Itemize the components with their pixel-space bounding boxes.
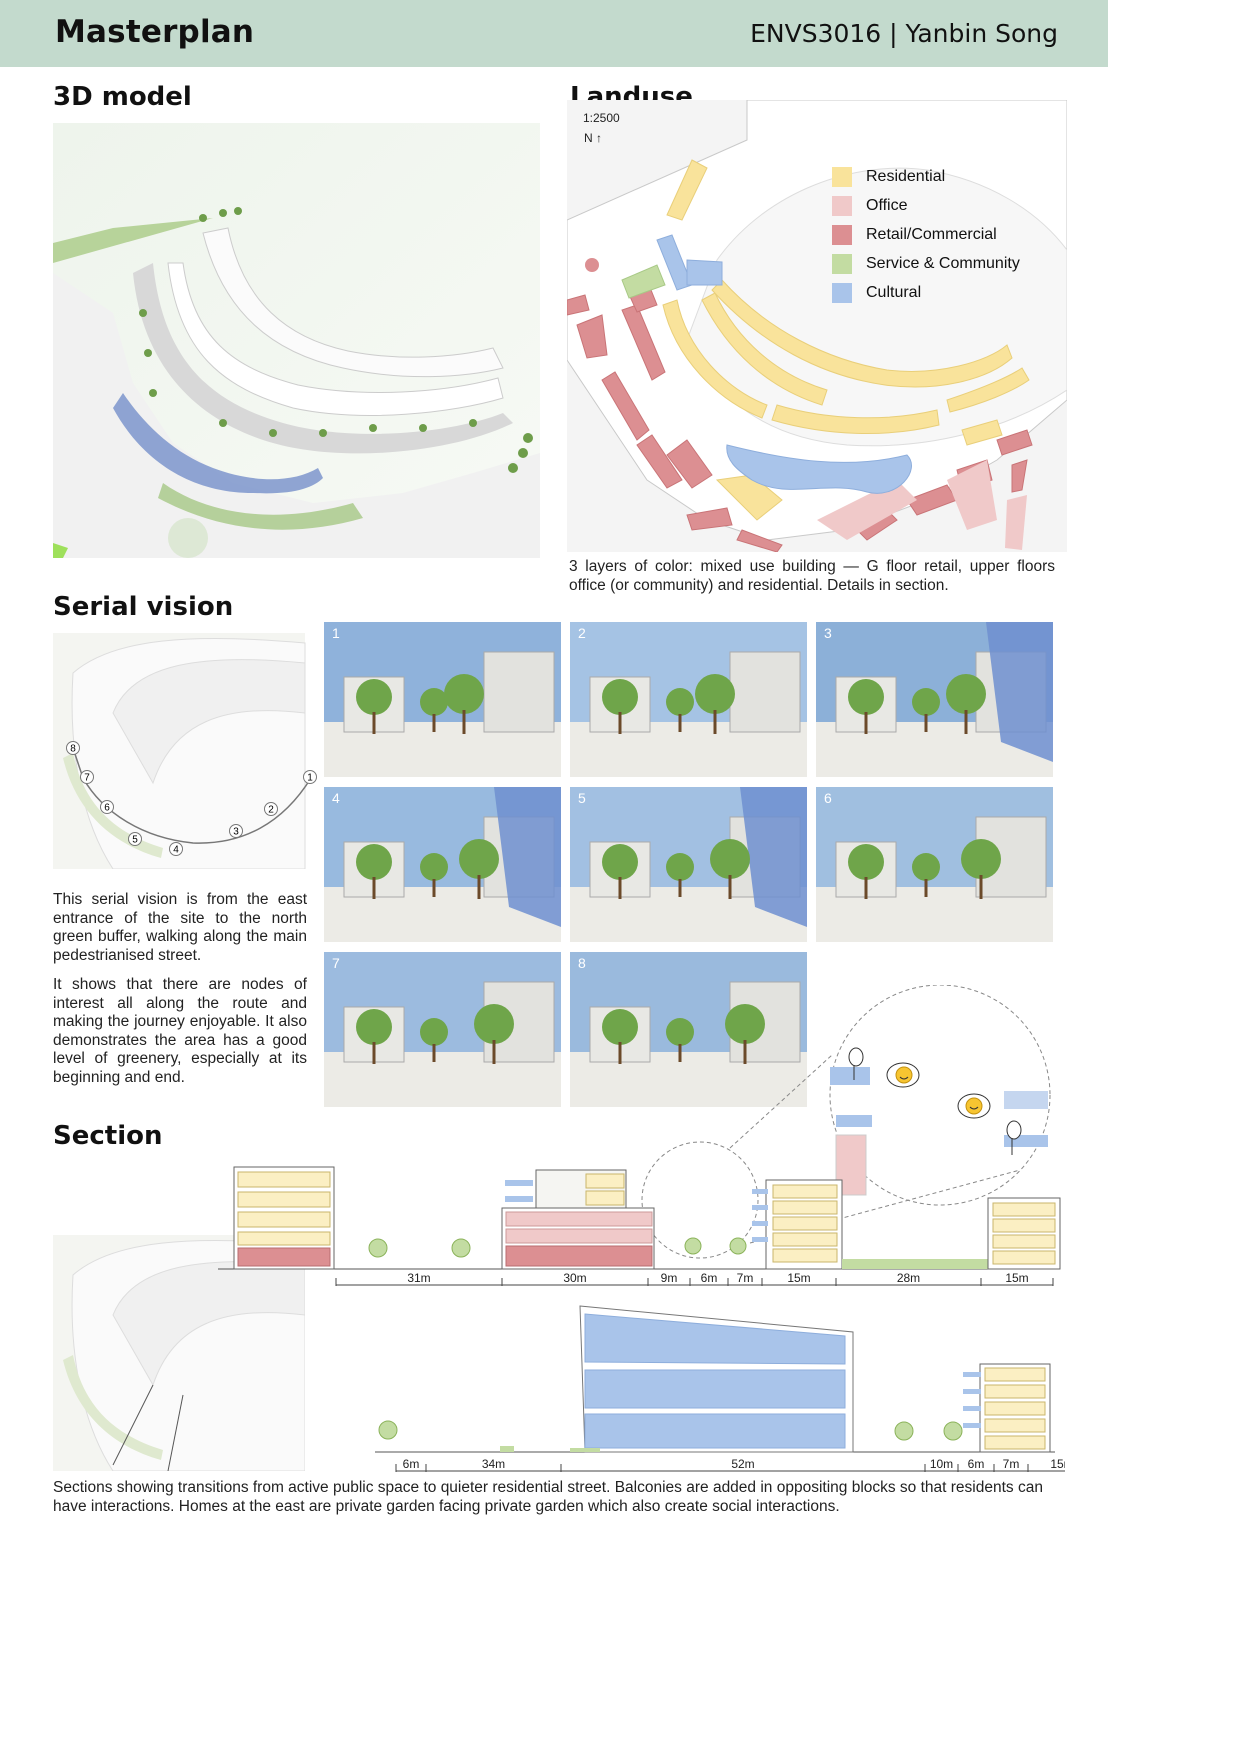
- legend-item: Service & Community: [832, 249, 1062, 278]
- serial-vision-photo: 4: [324, 787, 561, 942]
- serial-vision-description-2: It shows that there are nodes of interes…: [53, 976, 307, 1086]
- serial-vision-photo: 2: [570, 622, 807, 777]
- dimension-label: 7m: [737, 1271, 754, 1285]
- dimension-label: 34m: [482, 1457, 505, 1471]
- dimension-line-top: 31m 30m 9m 6m 7m 15m 28m 15m: [335, 1271, 1054, 1286]
- landuse-caption: 3 layers of color: mixed use building — …: [569, 558, 1055, 594]
- photo-number: 3: [824, 625, 832, 641]
- dimension-label: 31m: [407, 1271, 430, 1285]
- dimension-label: 15m: [1050, 1457, 1065, 1471]
- legend-item: Office: [832, 191, 1062, 220]
- legend-item: Cultural: [832, 278, 1062, 307]
- legend-swatch: [832, 224, 852, 245]
- dimension-line-bottom: 6m 34m 52m 10m 6m 7m 15m: [395, 1457, 1065, 1472]
- photo-number: 7: [332, 955, 340, 971]
- dimension-label: 9m: [661, 1271, 678, 1285]
- dimension-label: 6m: [701, 1271, 718, 1285]
- course-author: ENVS3016 | Yanbin Song: [750, 19, 1058, 48]
- serial-vision-route-map: [53, 633, 319, 870]
- landuse-legend: Residential Office Retail/Commercial Ser…: [832, 162, 1062, 307]
- serial-vision-description-1: This serial vision is from the east entr…: [53, 891, 307, 964]
- legend-label: Office: [866, 196, 908, 214]
- dimension-label: 28m: [897, 1271, 920, 1285]
- dimension-label: 30m: [563, 1271, 586, 1285]
- photo-number: 8: [578, 955, 586, 971]
- photo-number: 6: [824, 790, 832, 806]
- legend-swatch: [832, 253, 852, 274]
- 3d-model-image: [53, 123, 540, 558]
- photo-number: 1: [332, 625, 340, 641]
- dimension-label: 7m: [1003, 1457, 1020, 1471]
- model-heading: 3D model: [53, 82, 192, 112]
- legend-swatch: [832, 195, 852, 216]
- section-location-map: [53, 1235, 306, 1472]
- serial-vision-photo: 7: [324, 952, 561, 1107]
- legend-item: Residential: [832, 162, 1062, 191]
- section-drawing-top: [218, 1160, 1068, 1290]
- legend-swatch: [832, 166, 852, 187]
- map-scale: 1:2500: [583, 111, 620, 125]
- person-icon: [848, 1047, 864, 1080]
- smile-emoji-icon: [886, 1062, 920, 1088]
- dimension-label: 52m: [731, 1457, 754, 1471]
- serial-vision-photo-grid: 1 2 3 4 5 6 7 8: [324, 622, 1056, 1108]
- serial-vision-photo: 8: [570, 952, 807, 1107]
- serial-vision-photo: 1: [324, 622, 561, 777]
- photo-number: 5: [578, 790, 586, 806]
- section-heading: Section: [53, 1121, 163, 1151]
- serial-vision-photo: 5: [570, 787, 807, 942]
- legend-label: Retail/Commercial: [866, 225, 997, 243]
- balcony-interaction-zoom: [640, 984, 1060, 1285]
- legend-label: Cultural: [866, 283, 922, 301]
- serial-vision-photo: 6: [816, 787, 1053, 942]
- dimension-label: 6m: [403, 1457, 420, 1471]
- dimension-label: 15m: [1005, 1271, 1028, 1285]
- legend-item: Retail/Commercial: [832, 220, 1062, 249]
- dimension-label: 10m: [930, 1457, 953, 1471]
- landuse-map: [566, 99, 1068, 553]
- dimension-label: 15m: [787, 1271, 810, 1285]
- smile-emoji-icon: [957, 1093, 991, 1119]
- serial-vision-heading: Serial vision: [53, 592, 234, 622]
- person-icon: [1006, 1120, 1022, 1155]
- page-title: Masterplan: [55, 14, 255, 50]
- section-caption: Sections showing transitions from active…: [53, 1479, 1043, 1515]
- legend-label: Service & Community: [866, 254, 1020, 272]
- north-arrow: N ↑: [584, 131, 602, 145]
- section-drawing-bottom: [375, 1300, 1065, 1460]
- serial-vision-photo: 3: [816, 622, 1053, 777]
- dimension-label: 6m: [968, 1457, 985, 1471]
- photo-number: 4: [332, 790, 340, 806]
- legend-label: Residential: [866, 167, 946, 185]
- legend-swatch: [832, 282, 852, 303]
- header-bar: [0, 0, 1108, 67]
- photo-number: 2: [578, 625, 586, 641]
